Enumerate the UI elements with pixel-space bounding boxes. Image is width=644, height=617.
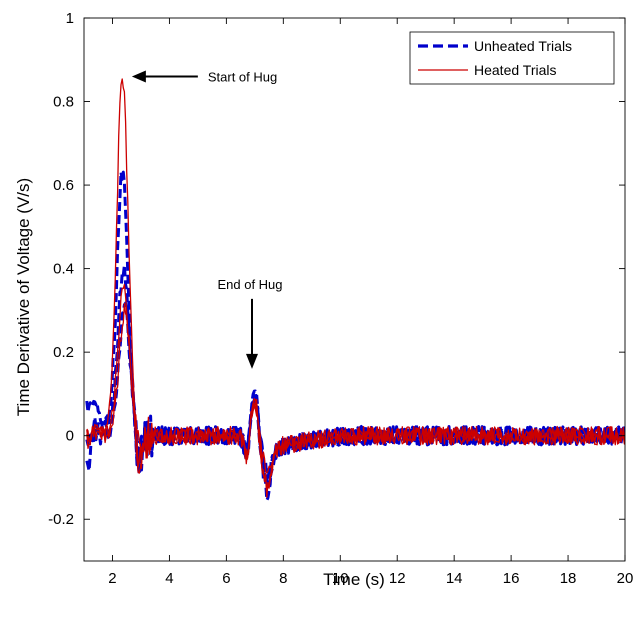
x-tick-label: 14: [446, 570, 463, 587]
x-tick-label: 2: [108, 570, 116, 587]
x-tick-label: 12: [389, 570, 406, 587]
x-tick-label: 8: [279, 570, 287, 587]
start-of-hug-arrowhead: [131, 70, 146, 83]
series-line-heated: [86, 78, 625, 498]
y-tick-label: 1: [66, 10, 74, 27]
legend-box: [409, 31, 615, 85]
annotations: Start of Hug End of Hug: [131, 69, 283, 369]
y-tick-label: 0.4: [53, 261, 74, 278]
x-axis-label: Time (s): [323, 570, 385, 589]
start-of-hug-label: Start of Hug: [208, 69, 277, 84]
series-layer: [85, 78, 625, 502]
plot-frame: [83, 17, 626, 562]
x-tick-label: 10: [332, 570, 349, 587]
legend: Unheated Trials Heated Trials: [409, 31, 615, 85]
legend-heated-label: Heated Trials: [474, 62, 556, 78]
end-of-hug-label: End of Hug: [217, 277, 282, 292]
ticks-layer: 2 4 6 8 10 12 14 16 18 20 -0.2 0 0.2 0.4 0.6 0.8 1: [48, 10, 633, 587]
x-tick-label: 16: [503, 570, 520, 587]
x-tick-label: 4: [165, 570, 173, 587]
legend-unheated-label: Unheated Trials: [474, 38, 572, 54]
x-tick-label: 20: [617, 570, 634, 587]
x-tick-label: 18: [560, 570, 577, 587]
y-tick-label: -0.2: [48, 511, 74, 528]
x-tick-label: 6: [222, 570, 230, 587]
y-tick-label: 0.6: [53, 177, 74, 194]
y-tick-label: 0.8: [53, 94, 74, 111]
end-of-hug-arrowhead: [245, 353, 258, 369]
y-tick-label: 0.2: [53, 344, 74, 361]
y-axis-label: Time Derivative of Voltage (V/s): [14, 178, 33, 416]
y-tick-label: 0: [66, 428, 74, 445]
